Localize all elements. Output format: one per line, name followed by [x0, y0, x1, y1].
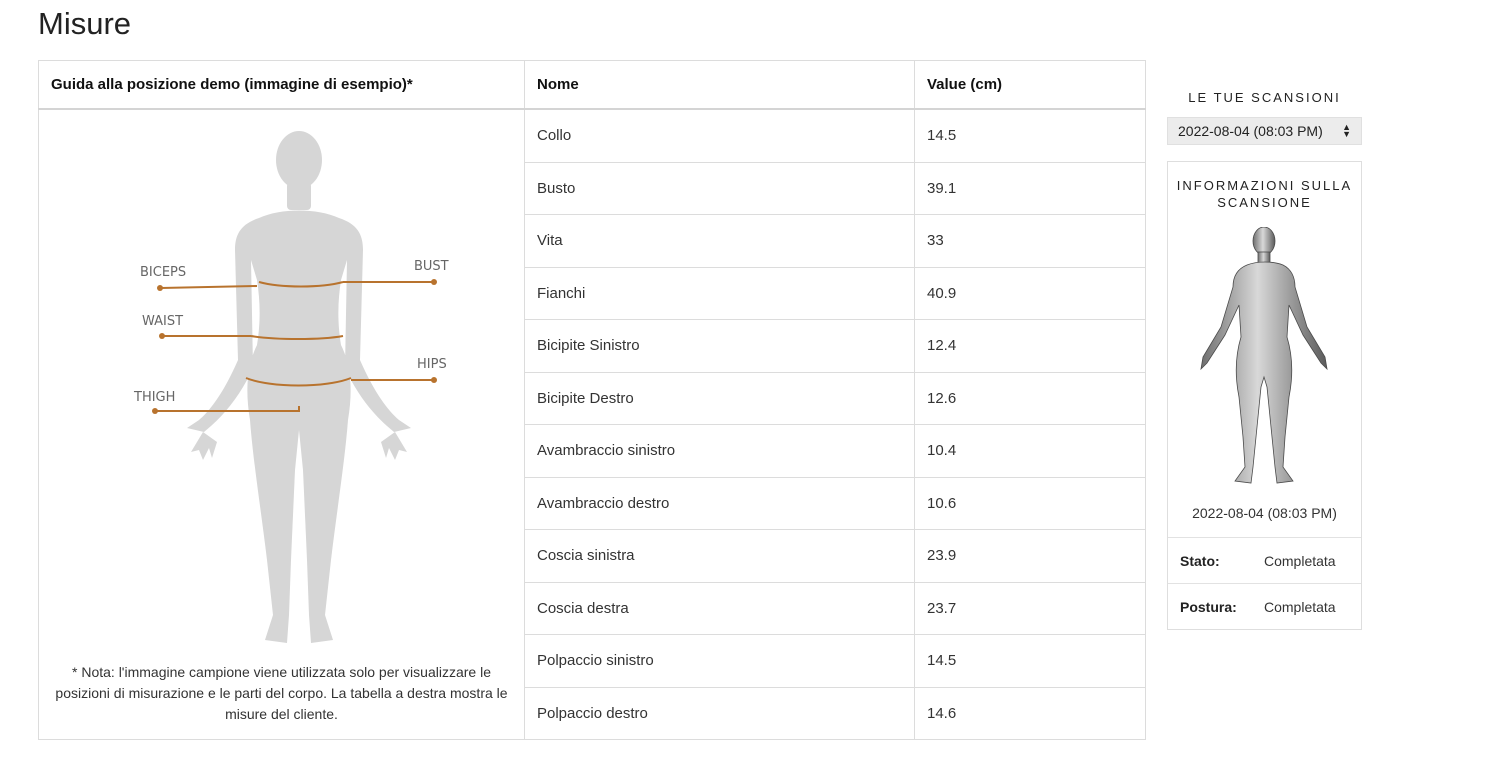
measure-name: Polpaccio destro [524, 686, 915, 740]
waist-label: WAIST [142, 314, 183, 329]
body-scan-3d-image [1199, 227, 1328, 484]
table-header-row: Guida alla posizione demo (immagine di e… [38, 60, 1146, 110]
measure-name: Coscia destra [524, 581, 915, 635]
measure-name: Avambraccio destro [524, 476, 915, 530]
table-row: Bicipite Destro 12.6 [39, 371, 1146, 425]
table-row: Vita 33 [39, 214, 1146, 268]
measure-value: 40.9 [914, 266, 1146, 320]
measurement-end-dots [152, 279, 437, 414]
table-row: Fianchi 40.9 [39, 266, 1146, 320]
name-column-header: Nome [524, 60, 915, 110]
table-row: Coscia sinistra 23.9 [39, 529, 1146, 583]
select-arrows-icon: ▲ ▼ [1342, 122, 1351, 139]
table-row: Avambraccio destro 10.6 [39, 476, 1146, 530]
posture-row: Postura: Completata [1168, 583, 1361, 629]
scan-select-dropdown[interactable]: 2022-08-04 (08:03 PM) ▲ ▼ [1167, 117, 1362, 145]
measure-value: 23.7 [914, 581, 1146, 635]
value-column-header: Value (cm) [914, 60, 1146, 110]
selected-scan-value: 2022-08-04 (08:03 PM) [1178, 123, 1323, 139]
scans-side-panel: LE TUE SCANSIONI 2022-08-04 (08:03 PM) ▲… [1167, 86, 1362, 630]
page-title: Misure [38, 6, 132, 41]
measure-name: Vita [524, 214, 915, 268]
guide-column-header: Guida alla posizione demo (immagine di e… [38, 60, 525, 110]
posture-value: Completata [1264, 598, 1336, 615]
measure-value: 10.6 [914, 476, 1146, 530]
measure-value: 14.5 [914, 108, 1146, 163]
measure-name: Busto [524, 161, 915, 215]
table-row: Busto 39.1 [39, 161, 1146, 215]
measure-value: 12.4 [914, 319, 1146, 373]
measure-value: 12.6 [914, 371, 1146, 425]
thigh-label: THIGH [133, 390, 175, 405]
status-value: Completata [1264, 552, 1336, 569]
measurements-table: Guida alla posizione demo (immagine di e… [38, 60, 1146, 740]
status-row: Stato: Completata [1168, 537, 1361, 583]
position-guide-cell: BICEPS BUST WAIST HIPS THIGH * Nota: l'i… [38, 108, 525, 740]
posture-label: Postura: [1180, 598, 1237, 615]
measure-value: 39.1 [914, 161, 1146, 215]
body-position-guide-image: BICEPS BUST WAIST HIPS THIGH [133, 131, 449, 643]
measure-value: 33 [914, 214, 1146, 268]
measure-name: Collo [524, 108, 915, 163]
table-row: Bicipite Sinistro 12.4 [39, 319, 1146, 373]
measure-name: Fianchi [524, 266, 915, 320]
female-silhouette-icon [187, 131, 411, 643]
scan-date: 2022-08-04 (08:03 PM) [1192, 505, 1337, 521]
measure-name: Avambraccio sinistro [524, 424, 915, 478]
measure-name: Coscia sinistra [524, 529, 915, 583]
status-label: Stato: [1180, 552, 1220, 569]
table-row: BICEPS BUST WAIST HIPS THIGH * Nota: l'i… [38, 108, 1146, 740]
guide-note: * Nota: l'immagine campione viene utiliz… [55, 664, 508, 722]
measure-name: Bicipite Destro [524, 371, 915, 425]
measure-name: Bicipite Sinistro [524, 319, 915, 373]
table-row: Polpaccio sinistro 14.5 [39, 634, 1146, 688]
table-row: Polpaccio destro 14.6 [39, 686, 1146, 740]
measure-value: 14.5 [914, 634, 1146, 688]
measure-value: 14.6 [914, 686, 1146, 740]
table-row: Avambraccio sinistro 10.4 [39, 424, 1146, 478]
measure-value: 23.9 [914, 529, 1146, 583]
hips-label: HIPS [417, 357, 447, 372]
scan-info-title: INFORMAZIONI SULLA SCANSIONE [1176, 178, 1353, 210]
measurement-lines [155, 281, 435, 412]
biceps-label: BICEPS [140, 265, 186, 280]
scans-heading: LE TUE SCANSIONI [1188, 90, 1341, 105]
measure-value: 10.4 [914, 424, 1146, 478]
scan-info-card: INFORMAZIONI SULLA SCANSIONE 2022-08-04 … [1167, 161, 1362, 630]
bust-label: BUST [414, 259, 449, 274]
measure-name: Polpaccio sinistro [524, 634, 915, 688]
